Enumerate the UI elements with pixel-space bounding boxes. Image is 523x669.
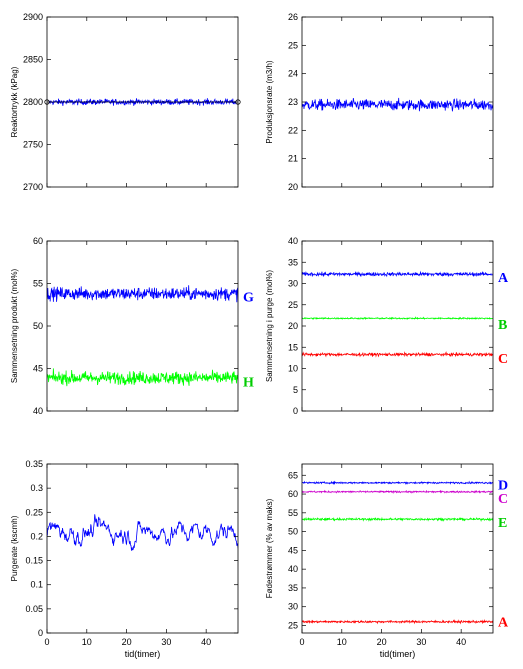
y-tick-label: 5 [293,385,298,395]
series-line-2 [47,368,238,387]
y-tick-label: 40 [288,564,298,574]
y-tick-label: 65 [288,470,298,480]
y-tick-label: 60 [33,236,43,246]
y-tick-label: 30 [288,279,298,289]
series-line-1 [302,270,493,278]
subplot-1: 2700 2750 2800 2850 2900 Reaktortrykk (kPag) [10,12,241,192]
y-tick-label: 2900 [23,12,43,22]
y-tick-label: 0.3 [30,483,43,493]
y-tick-label: 0.25 [25,507,43,517]
y-tick-label: 2700 [23,182,43,192]
y-tick-label: 15 [288,342,298,352]
y-tick-label: 25 [288,40,298,50]
x-tick-label: 0 [44,637,49,647]
y-tick-label: 26 [288,12,298,22]
x-tick-label: 10 [337,637,347,647]
y-tick-label: 0.05 [25,604,43,614]
series-label-E: E [498,516,507,531]
y-tick-label: 2850 [23,55,43,65]
series-label-G: G [243,290,254,305]
series-label-A: A [498,271,509,286]
series-line-1 [47,514,238,551]
axes-frame [46,240,239,412]
y-tick-label: 2800 [23,97,43,107]
series-line-2 [302,489,493,494]
x-axis-label: tid(timer) [125,649,161,659]
y-axis-label: Fødestrømmer (% av maks) [265,498,274,598]
series-label-B: B [498,318,507,333]
x-tick-label: 30 [161,637,171,647]
y-tick-label: 40 [288,236,298,246]
x-tick-label: 0 [299,637,304,647]
y-tick-label: 50 [33,321,43,331]
subplot-4: 0 5 10 15 20 25 30 35 40 Sammensetning i purge (m… [265,236,509,416]
subplot-6: 25 30 35 40 45 50 55 60 65 0 10 20 30 40 Fødestrømmer … [265,463,509,659]
axes-frame [301,463,494,634]
axes-frame [301,240,494,412]
y-tick-label: 0 [293,406,298,416]
series-line-3 [302,351,493,358]
subplot-5: 0 0.05 0.1 0.15 0.2 0.25 0.3 0.35 0 10 20 30 40 Purge… [10,459,239,659]
y-axis-label: Purgerate (kscmh) [10,515,19,581]
y-tick-label: 25 [288,300,298,310]
series-line-1 [302,97,493,112]
y-tick-label: 20 [288,182,298,192]
x-tick-label: 20 [122,637,132,647]
y-tick-label: 35 [288,257,298,267]
y-tick-label: 23 [288,97,298,107]
x-tick-label: 20 [377,637,387,647]
y-tick-label: 60 [288,489,298,499]
series-line-1 [47,285,238,303]
y-tick-label: 55 [33,279,43,289]
series-label-C: C [498,352,508,367]
series-line-1 [302,480,493,486]
y-tick-label: 0.2 [30,531,43,541]
y-tick-label: 30 [288,602,298,612]
y-axis-label: Sammensetning produkt (mol%) [10,269,19,384]
y-axis-label: Sammensetning i purge (mol%) [265,270,274,382]
subplot-2: 20 21 22 23 24 25 26 Produksjonsrate (m3/h) [265,12,494,192]
x-tick-label: 30 [416,637,426,647]
y-tick-label: 0.35 [25,459,43,469]
series-line-2 [302,316,493,321]
y-axis-label: Reaktortrykk (kPag) [10,66,19,137]
y-tick-label: 55 [288,508,298,518]
x-tick-label: 40 [456,637,466,647]
x-tick-label: 40 [201,637,211,647]
series-label-C: C [498,492,508,507]
y-tick-label: 25 [288,620,298,630]
y-tick-label: 20 [288,321,298,331]
y-tick-label: 45 [288,545,298,555]
series-label-H: H [243,375,254,390]
y-tick-label: 0 [38,628,43,638]
subplot-3: 40 45 50 55 60 Sammensetning produkt (mol%) G H [10,236,254,416]
y-tick-label: 0.1 [30,580,43,590]
y-tick-label: 22 [288,125,298,135]
y-tick-label: 45 [33,364,43,374]
series-line-4 [302,619,493,625]
x-axis-label: tid(timer) [380,649,416,659]
x-tick-label: 10 [82,637,92,647]
series-label-D: D [498,479,508,494]
y-axis-label: Produksjonsrate (m3/h) [265,60,274,143]
y-tick-label: 2750 [23,140,43,150]
axes-frame [46,463,239,634]
y-tick-label: 40 [33,406,43,416]
y-tick-label: 10 [288,364,298,374]
y-tick-label: 21 [288,154,298,164]
series-line-3 [302,516,493,522]
y-tick-label: 50 [288,527,298,537]
y-tick-label: 24 [288,69,298,79]
y-tick-label: 0.15 [25,556,43,566]
series-label-A: A [498,616,509,631]
y-tick-label: 35 [288,583,298,593]
